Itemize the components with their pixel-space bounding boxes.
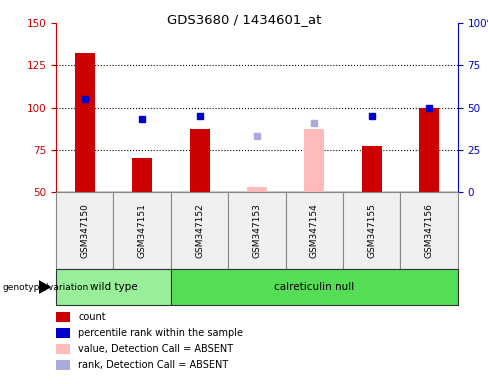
Bar [56,344,70,354]
Text: GSM347155: GSM347155 [367,203,376,258]
Text: count: count [78,312,106,322]
Text: wild type: wild type [90,282,137,292]
Text: GSM347153: GSM347153 [252,203,262,258]
Text: GDS3680 / 1434601_at: GDS3680 / 1434601_at [167,13,321,26]
Text: calreticulin null: calreticulin null [274,282,354,292]
Bar [171,269,458,305]
Bar [56,269,171,305]
Bar [400,192,458,269]
Text: GSM347150: GSM347150 [81,203,89,258]
Bar [304,129,325,192]
Bar [75,53,95,192]
Bar [56,312,70,322]
Bar [56,192,114,269]
Bar [56,328,70,338]
Text: rank, Detection Call = ABSENT: rank, Detection Call = ABSENT [78,360,228,370]
Text: genotype/variation: genotype/variation [2,283,89,291]
Bar [285,192,343,269]
Bar [171,192,228,269]
Text: value, Detection Call = ABSENT: value, Detection Call = ABSENT [78,344,233,354]
Text: GSM347151: GSM347151 [138,203,147,258]
Polygon shape [39,280,51,294]
Bar [114,192,171,269]
Text: percentile rank within the sample: percentile rank within the sample [78,328,243,338]
Text: GSM347152: GSM347152 [195,203,204,258]
Bar [419,108,439,192]
Text: GSM347156: GSM347156 [425,203,433,258]
Bar [228,192,285,269]
Text: GSM347154: GSM347154 [310,203,319,258]
Bar [132,158,152,192]
Bar [189,129,210,192]
Bar [56,360,70,370]
Bar [343,192,400,269]
Bar [247,187,267,192]
Bar [362,146,382,192]
